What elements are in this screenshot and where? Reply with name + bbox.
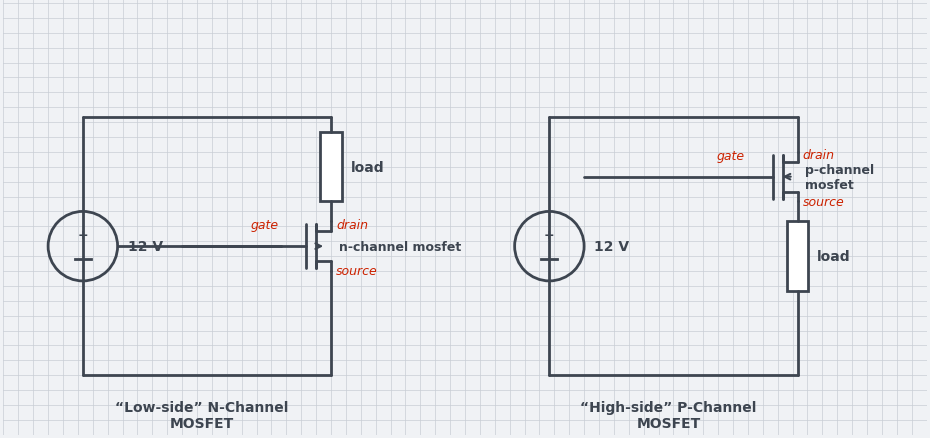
Text: load: load	[351, 160, 384, 174]
Text: p-channel
mosfet: p-channel mosfet	[805, 163, 874, 191]
Text: “Low-side” N-Channel
MOSFET: “Low-side” N-Channel MOSFET	[115, 400, 288, 430]
Text: 12 V: 12 V	[127, 240, 163, 254]
Text: “High-side” P-Channel
MOSFET: “High-side” P-Channel MOSFET	[580, 400, 757, 430]
Text: gate: gate	[250, 219, 278, 232]
Text: +: +	[544, 228, 554, 241]
Text: drain: drain	[803, 149, 834, 162]
Text: +: +	[77, 228, 88, 241]
Bar	[320, 133, 342, 202]
Text: load: load	[817, 250, 851, 264]
Text: source: source	[803, 195, 844, 208]
Text: gate: gate	[717, 149, 745, 162]
Text: 12 V: 12 V	[594, 240, 630, 254]
Text: source: source	[336, 265, 378, 278]
Text: n-channel mosfet: n-channel mosfet	[339, 240, 461, 253]
Text: drain: drain	[336, 218, 368, 231]
Bar	[787, 222, 808, 291]
